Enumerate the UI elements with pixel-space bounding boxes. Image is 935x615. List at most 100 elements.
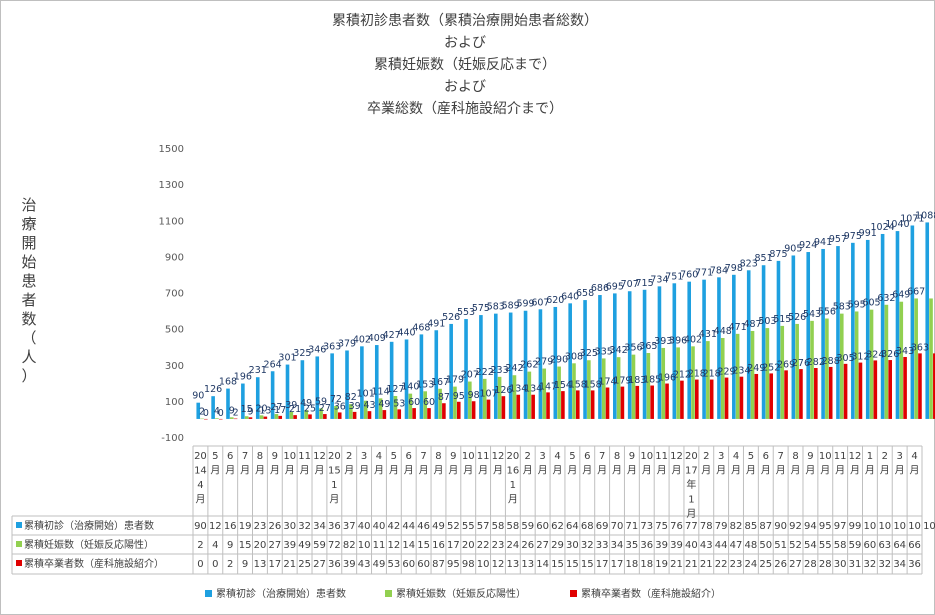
- table-cell: 72: [328, 540, 341, 551]
- category-label: 月: [240, 465, 250, 477]
- bar-2: [616, 357, 621, 419]
- table-cell: 49: [298, 540, 311, 551]
- table-cell: 33: [596, 540, 609, 551]
- data-label: 301: [278, 353, 296, 364]
- bar-3: [709, 379, 714, 419]
- table-cell: 13: [507, 559, 520, 570]
- data-label: 342: [610, 345, 628, 356]
- data-label: 153: [416, 379, 434, 390]
- bar-3: [561, 391, 565, 419]
- data-label: 308: [565, 351, 583, 362]
- bar-3: [531, 394, 535, 419]
- table-cell: 63: [878, 540, 891, 551]
- bar-2: [200, 418, 204, 420]
- table-cell: 23: [254, 521, 267, 532]
- table-cell: 60: [864, 540, 877, 551]
- y-axis-label-char: 治: [21, 196, 37, 214]
- table-cell: 40: [373, 521, 386, 532]
- data-label: 218: [703, 369, 721, 380]
- data-label: 556: [818, 307, 836, 318]
- y-tick-label: 900: [165, 252, 184, 263]
- table-cell: 32: [581, 540, 594, 551]
- bar-2: [512, 375, 517, 419]
- y-tick-label: 1100: [159, 216, 184, 227]
- data-label: 941: [814, 237, 832, 248]
- table-cell: 10: [893, 521, 906, 532]
- bar-3: [278, 415, 283, 419]
- table-cell: 15: [581, 559, 594, 570]
- table-cell: 55: [819, 540, 832, 551]
- data-label: 158: [569, 379, 587, 390]
- table-cell: 17: [611, 559, 624, 570]
- bar-2: [691, 346, 695, 419]
- table-cell: 27: [536, 540, 549, 551]
- legend-label: 累積卒業者数（産科施設紹介）: [581, 587, 721, 600]
- data-label: 114: [371, 386, 389, 397]
- data-label: 760: [680, 270, 698, 281]
- table-cell: 21: [283, 559, 296, 570]
- category-label: 月: [195, 494, 205, 506]
- category-label: 1: [867, 451, 873, 462]
- table-cell: 68: [581, 521, 594, 532]
- table-cell: 15: [566, 559, 579, 570]
- bar-1: [508, 312, 513, 419]
- table-cell: 29: [551, 540, 564, 551]
- bar-3: [739, 376, 744, 419]
- legend-key-table: [16, 560, 22, 566]
- data-label: 599: [516, 299, 534, 310]
- table-cell: 21: [700, 559, 713, 570]
- data-label: 179: [613, 376, 631, 387]
- category-label: 6: [406, 451, 412, 462]
- table-cell: 70: [611, 521, 624, 532]
- data-label: 262: [520, 360, 538, 371]
- bar-1: [241, 383, 245, 419]
- data-label: 207: [461, 370, 479, 381]
- category-label: 月: [300, 465, 310, 477]
- bar-2: [929, 298, 933, 419]
- table-cell: 85: [745, 521, 758, 532]
- data-label: 36: [334, 401, 346, 412]
- data-label: 49: [300, 398, 312, 409]
- category-label: 月: [448, 465, 458, 477]
- category-label: 月: [686, 508, 696, 520]
- data-label: 356: [624, 343, 642, 354]
- table-cell: 90: [194, 521, 207, 532]
- table-cell: 52: [789, 540, 802, 551]
- bar-1: [598, 295, 602, 419]
- data-label: 87: [438, 392, 450, 403]
- data-label: 305: [837, 353, 855, 364]
- category-label: 月: [404, 465, 414, 477]
- table-cell: 13: [521, 559, 534, 570]
- category-label: 月: [597, 465, 607, 477]
- category-label: 2: [882, 451, 888, 462]
- category-label: 5: [391, 451, 397, 462]
- bar-2: [706, 341, 710, 419]
- data-label: 60: [408, 397, 420, 408]
- table-cell: 47: [730, 540, 743, 551]
- bar-1: [434, 330, 439, 419]
- table-cell: 90: [774, 521, 787, 532]
- category-label: 4: [733, 451, 739, 462]
- table-cell: 4: [212, 540, 218, 551]
- data-label: 72: [330, 394, 342, 405]
- category-label: 7: [242, 451, 248, 462]
- bar-3: [888, 360, 893, 419]
- bar-2: [572, 363, 576, 419]
- bar-2: [497, 376, 502, 419]
- data-label: 140: [401, 382, 419, 393]
- table-row-header: 累積初診（治療開始）患者数: [24, 519, 154, 532]
- category-label: 15: [328, 466, 341, 477]
- bar-3: [873, 360, 878, 419]
- bar-1: [389, 341, 394, 419]
- data-label: 127: [386, 384, 404, 395]
- table-cell: 36: [328, 521, 341, 532]
- table-cell: 87: [432, 559, 445, 570]
- data-label: 363: [911, 342, 929, 353]
- data-label: 427: [383, 330, 401, 341]
- category-label: 月: [225, 465, 235, 477]
- data-label: 658: [576, 288, 594, 299]
- table-cell: 51: [774, 540, 787, 551]
- data-label: 43: [363, 400, 375, 411]
- table-cell: 39: [670, 540, 683, 551]
- bar-3: [337, 412, 342, 419]
